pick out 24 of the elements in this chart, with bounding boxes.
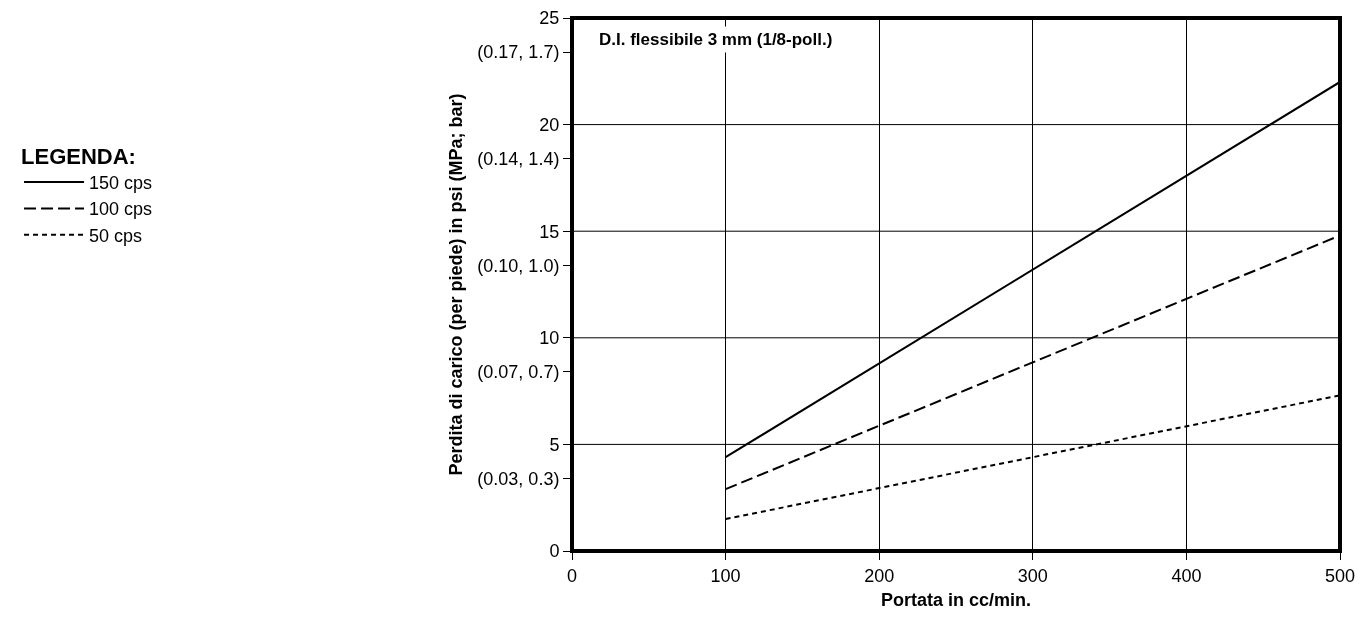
x-tick-label: 400	[1171, 565, 1202, 586]
y-tick-label: 15	[539, 221, 560, 242]
legend-label: 150 cps	[89, 173, 153, 194]
y-tick-label: 25	[539, 8, 560, 29]
y-tick-label: 5	[549, 434, 560, 455]
legend-label: 100 cps	[89, 199, 153, 220]
x-tick-label: 0	[566, 565, 578, 586]
y-tick-label: (0.07, 0.7)	[477, 362, 560, 383]
y-tick-label: 20	[539, 114, 560, 135]
y-tick-label: (0.10, 1.0)	[477, 255, 560, 276]
annotation: D.I. flessibile 3 mm (1/8-poll.)	[599, 30, 833, 49]
y-tick-label: 10	[539, 328, 560, 349]
y-axis-title: Perdita di carico (per piede) in psi (MPa; bar)	[445, 93, 466, 476]
legend-label: 50 cps	[89, 225, 143, 246]
x-tick-label: 300	[1017, 565, 1048, 586]
y-tick-label: 0	[549, 541, 560, 562]
y-tick-label: (0.14, 1.4)	[477, 149, 560, 170]
y-tick-label: (0.17, 1.7)	[477, 42, 560, 63]
y-tick-label: (0.03, 0.3)	[477, 468, 560, 489]
x-axis-title: Portata in cc/min.	[880, 589, 1032, 610]
x-tick-label: 500	[1324, 565, 1356, 586]
x-tick-label: 200	[864, 565, 895, 586]
legend-title: LEGENDA:	[21, 143, 136, 169]
x-tick-label: 100	[710, 565, 741, 586]
